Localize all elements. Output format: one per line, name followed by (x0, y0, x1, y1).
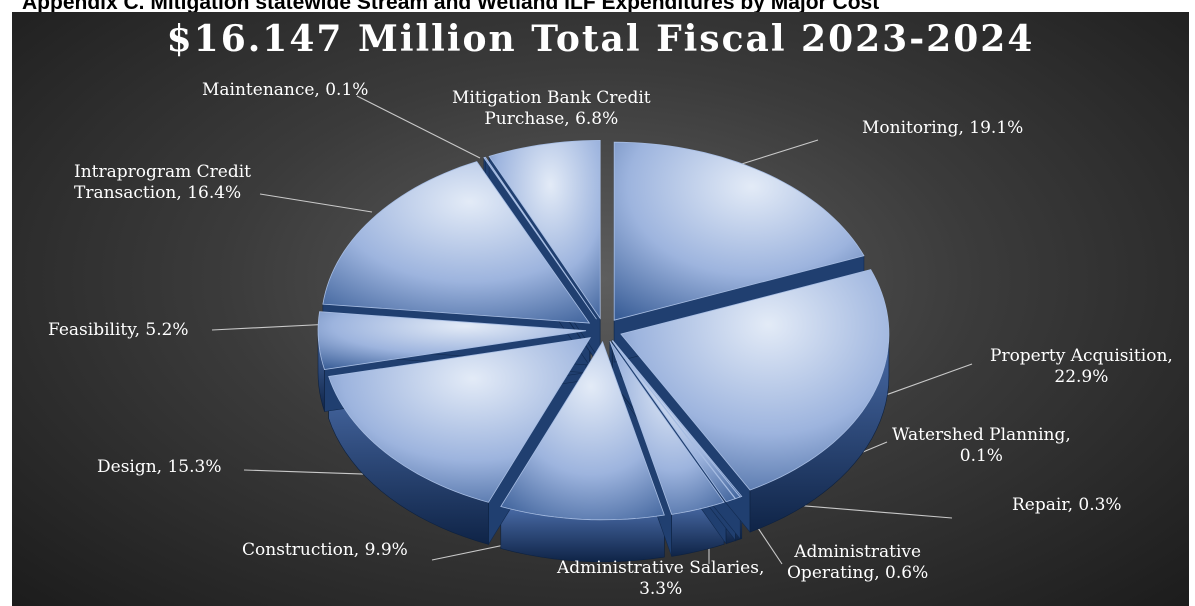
leader-line (356, 95, 481, 159)
slice-administrative-operating (611, 340, 736, 503)
slice-tops (317, 139, 890, 521)
slice-label: Watershed Planning, 0.1% (892, 425, 1071, 466)
appendix-caption: Appendix C. Mitigation statewide Stream … (22, 0, 880, 14)
slice-feasibility (317, 311, 587, 370)
chart-title: $16.147 Million Total Fiscal 2023-2024 (166, 18, 1035, 60)
leader-line (871, 363, 973, 401)
leader-line (259, 193, 373, 213)
slice-monitoring (613, 141, 865, 321)
slice-label: Monitoring, 19.1% (862, 118, 1024, 138)
leader-line (731, 139, 819, 168)
slice-label: Administrative Salaries, 3.3% (557, 558, 765, 599)
slice-intraprogram-credit-transaction (322, 161, 591, 324)
slice-administrative-salaries (609, 340, 725, 515)
leader-line (211, 323, 333, 331)
slice-maintenance (483, 156, 597, 320)
slice-property-acquisition (620, 269, 890, 491)
slice-label: Administrative Operating, 0.6% (787, 542, 929, 583)
slice-label: Repair, 0.3% (1012, 495, 1122, 515)
slice-label: Maintenance, 0.1% (202, 80, 369, 100)
slice-label: Mitigation Bank Credit Purchase, 6.8% (452, 88, 651, 129)
slice-label: Construction, 9.9% (242, 540, 408, 560)
slice-label: Intraprogram Credit Transaction, 16.4% (74, 162, 252, 203)
slice-design (328, 337, 592, 503)
slice-repair (612, 340, 741, 500)
slice-label: Feasibility, 5.2% (48, 320, 189, 340)
slice-label: Design, 15.3% (97, 457, 222, 477)
slice-mitigation-bank-credit-purchase (488, 139, 601, 320)
slice-construction (500, 340, 665, 521)
chart-area: $16.147 Million Total Fiscal 2023-2024 M… (12, 12, 1189, 606)
pie-chart (211, 95, 973, 565)
slice-label: Property Acquisition, 22.9% (990, 346, 1173, 387)
